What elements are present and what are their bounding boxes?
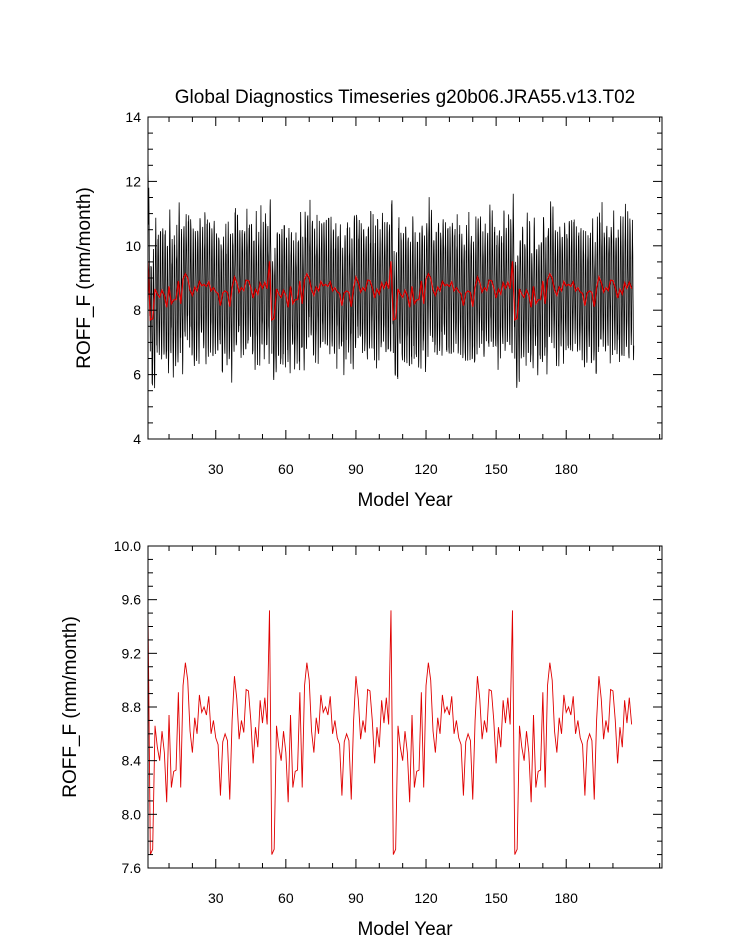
- x-tick-label: 120: [414, 890, 438, 906]
- y-tick-label: 12: [125, 173, 141, 189]
- top-plot-area: [148, 162, 635, 389]
- x-tick-label: 90: [348, 461, 364, 477]
- y-tick-label: 14: [125, 109, 141, 125]
- y-tick-label: 8.4: [122, 753, 142, 769]
- y-tick-label: 4: [133, 431, 141, 447]
- y-tick-label: 8: [133, 302, 141, 318]
- x-tick-label: 30: [208, 461, 224, 477]
- x-tick-label: 150: [484, 461, 508, 477]
- annual-mean-series-line: [148, 261, 633, 321]
- x-tick-label: 150: [484, 890, 508, 906]
- y-tick-label: 8.8: [122, 699, 142, 715]
- x-tick-label: 30: [208, 890, 224, 906]
- bottom-ticks: 30 60 90 120 150 180 7.6 8.0 8.4 8.8 9.2 9.6 10.0: [114, 538, 662, 906]
- top-y-axis-label: ROFF_F (mm/month): [74, 187, 95, 369]
- y-tick-label: 9.6: [122, 592, 142, 608]
- monthly-series-line: [148, 162, 635, 389]
- x-tick-label: 180: [555, 890, 579, 906]
- top-chart: Global Diagnostics Timeseries g20b06.JRA…: [74, 87, 663, 511]
- bottom-y-axis-label: ROFF_F (mm/month): [60, 616, 81, 798]
- top-chart-title: Global Diagnostics Timeseries g20b06.JRA…: [175, 87, 635, 108]
- y-tick-label: 6: [133, 367, 141, 383]
- y-tick-label: 9.2: [122, 645, 142, 661]
- x-tick-label: 90: [348, 890, 364, 906]
- bottom-plot-area: [148, 610, 633, 855]
- y-tick-label: 10.0: [114, 538, 141, 554]
- y-tick-label: 7.6: [122, 860, 142, 876]
- annual-mean-series-line: [148, 610, 633, 855]
- x-tick-label: 60: [278, 461, 294, 477]
- x-tick-label: 120: [414, 461, 438, 477]
- bottom-chart: 30 60 90 120 150 180 7.6 8.0 8.4 8.8 9.2 9.6 10.0 Mo…: [60, 538, 663, 940]
- x-tick-label: 180: [555, 461, 579, 477]
- top-plot-frame: [147, 116, 663, 440]
- bottom-x-axis-label: Model Year: [357, 919, 453, 940]
- y-tick-label: 10: [125, 238, 141, 254]
- top-x-axis-label: Model Year: [357, 490, 453, 511]
- top-ticks: 30 60 90 120 150 180 4 6 8 10 12 14: [125, 109, 662, 477]
- y-tick-label: 8.0: [122, 806, 142, 822]
- bottom-plot-frame: [147, 545, 663, 869]
- x-tick-label: 60: [278, 890, 294, 906]
